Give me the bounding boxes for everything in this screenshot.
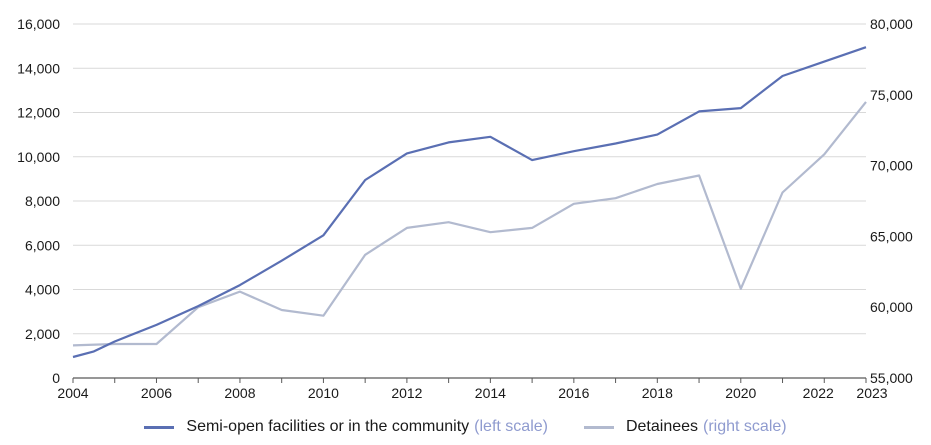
legend-swatch-semi-open (144, 425, 175, 429)
legend-note-left-scale: (left scale) (474, 418, 548, 435)
left-axis-tick-label: 16,000 (17, 16, 60, 32)
x-axis-tick-label: 2004 (57, 385, 88, 401)
left-axis-tick-label: 8,000 (25, 193, 60, 209)
x-axis-tick-label: 2018 (642, 385, 673, 401)
legend-label-semi-open: Semi-open facilities or in the community (186, 418, 470, 435)
legend-label-detainees: Detainees (625, 418, 699, 435)
left-axis-tick-label: 2,000 (25, 326, 60, 342)
x-axis-tick-label: 2012 (391, 385, 422, 401)
right-axis-tick-label: 60,000 (870, 299, 913, 315)
x-axis-tick-label: 2006 (141, 385, 172, 401)
right-y-axis-ticks: 55,000 60,000 65,000 70,000 75,000 80,000 (870, 16, 913, 386)
x-axis-tick-label: 2020 (725, 385, 756, 401)
x-axis-tick-label: 2010 (308, 385, 339, 401)
right-axis-tick-label: 65,000 (870, 228, 913, 244)
left-axis-tick-label: 4,000 (25, 282, 60, 298)
x-axis-tick-label: 2008 (224, 385, 255, 401)
x-axis-line (72, 377, 867, 383)
left-axis-tick-label: 10,000 (17, 149, 60, 165)
x-axis-tick-label: 2022 (803, 385, 834, 401)
x-axis-ticks: 2004 2006 2008 2010 2012 2014 2016 2018 2020 2022… (57, 385, 887, 401)
series-line-semi-open (72, 46, 867, 359)
left-y-axis-ticks: 0 2,000 4,000 6,000 8,000 10,000 12,000 14,000 1… (17, 16, 60, 386)
legend-item-semi-open: Semi-open facilities or in the community… (144, 418, 548, 436)
gridlines (73, 23, 866, 335)
left-axis-tick-label: 12,000 (17, 105, 60, 121)
legend-swatch-detainees (583, 425, 614, 429)
series-line-detainees (72, 101, 867, 347)
x-axis-tick-label: 2014 (475, 385, 506, 401)
left-axis-tick-label: 14,000 (17, 60, 60, 76)
series-lines (72, 46, 867, 359)
right-axis-tick-label: 75,000 (870, 87, 913, 103)
legend-note-right-scale: (right scale) (703, 418, 787, 435)
right-axis-tick-label: 55,000 (870, 370, 913, 386)
legend: Semi-open facilities or in the community… (0, 415, 931, 439)
legend-item-detainees: Detainees (right scale) (583, 418, 787, 436)
right-axis-tick-label: 70,000 (870, 158, 913, 174)
left-axis-tick-label: 6,000 (25, 237, 60, 253)
right-axis-tick-label: 80,000 (870, 16, 913, 32)
x-axis-tick-label: 2023 (856, 385, 887, 401)
x-axis-tick-label: 2016 (558, 385, 589, 401)
left-axis-tick-label: 0 (52, 370, 60, 386)
